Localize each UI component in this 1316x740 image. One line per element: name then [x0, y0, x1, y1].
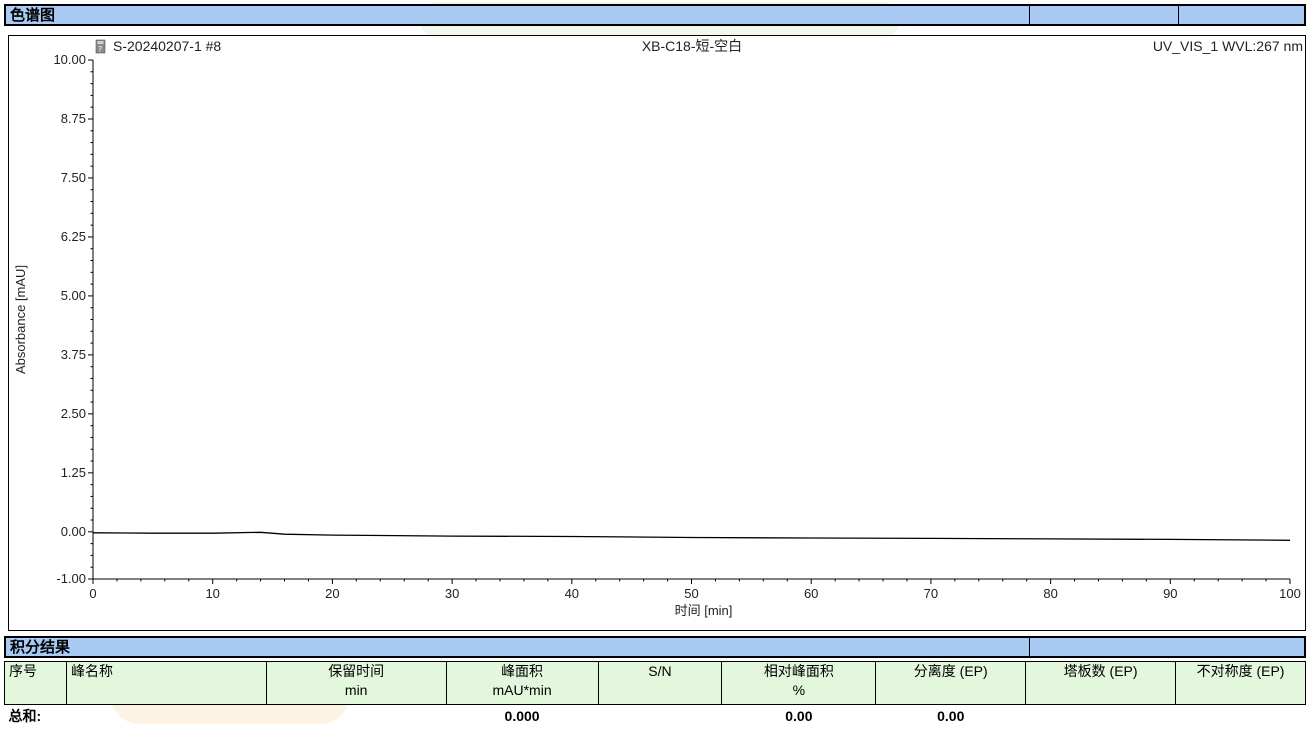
integration-header-bar: 积分结果 [4, 636, 1306, 658]
column-header: S/N [597, 661, 723, 705]
method-name: XB-C18-短-空白 [642, 38, 742, 54]
column-header: 塔板数 (EP) [1025, 661, 1177, 705]
column-header-label: 峰面积 [501, 663, 544, 679]
column-header-label: 不对称度 (EP) [1196, 663, 1285, 679]
chromatogram-header-bar: 色谱图 [4, 4, 1306, 26]
y-tick-label: 2.50 [61, 406, 86, 421]
y-tick-label: 1.25 [61, 465, 86, 480]
column-header-label: 序号 [9, 663, 37, 679]
column-header: 序号 [4, 661, 67, 705]
y-tick-label: 6.25 [61, 229, 86, 244]
y-axis-label: Absorbance [mAU] [13, 265, 28, 374]
axis-ticks [88, 59, 1291, 584]
sample-name: S-20240207-1 #8 [113, 38, 221, 54]
y-tick-label: -1.00 [56, 571, 86, 586]
x-tick-label: 100 [1279, 586, 1301, 601]
svg-text:?: ? [98, 45, 102, 54]
y-tick-label: 0.00 [61, 524, 86, 539]
x-tick-label: 50 [684, 586, 698, 601]
integration-section-title: 积分结果 [10, 638, 71, 656]
column-header: 峰名称 [65, 661, 267, 705]
summary-label: 总和: [8, 708, 42, 724]
x-tick-label: 80 [1043, 586, 1057, 601]
column-header-label: 分离度 (EP) [913, 663, 988, 679]
summary-row: 总和: 0.000 0.00 0.00 [5, 705, 1306, 728]
column-header: 峰面积 mAU*min [445, 661, 599, 705]
x-tick-label: 0 [89, 586, 96, 601]
chromatogram-panel: 10.00 8.75 7.50 6.25 5.00 3.75 2.50 1.25 0.00 -1.… [8, 35, 1306, 631]
summary-relative-area: 0.00 [785, 708, 813, 724]
header-cell [1029, 6, 1030, 24]
x-tick-label: 30 [445, 586, 459, 601]
column-header-label: 塔板数 (EP) [1063, 663, 1138, 679]
series-trace-line [92, 531, 1291, 541]
column-header: 不对称度 (EP) [1175, 661, 1306, 705]
x-tick-label: 60 [804, 586, 818, 601]
channel-label: UV_VIS_1 WVL:267 nm [1153, 38, 1303, 54]
plot-area [93, 60, 1290, 579]
x-tick-label: 70 [924, 586, 938, 601]
y-tick-label: 8.75 [61, 111, 86, 126]
column-header-label: 相对峰面积 [763, 663, 834, 679]
x-axis-label: 时间 [min] [675, 603, 733, 618]
x-tick-label: 90 [1163, 586, 1177, 601]
sample-icon: ? [95, 39, 106, 54]
column-header-label: 峰名称 [70, 663, 113, 679]
y-tick-label: 5.00 [61, 288, 86, 303]
column-header-unit: % [792, 682, 806, 698]
table-header-row: 序号 峰名称 保留时间 min 峰面积 mAU*min S/N 相对峰面积% 分离度… [4, 661, 1306, 705]
column-header-label: 保留时间 [328, 663, 385, 679]
column-header: 保留时间 min [265, 661, 447, 705]
summary-cell [1176, 705, 1306, 728]
header-cell [1029, 638, 1030, 656]
x-tick-label: 20 [325, 586, 339, 601]
x-tick-label: 40 [565, 586, 579, 601]
column-header: 相对峰面积% [721, 661, 877, 705]
header-cell [1178, 6, 1179, 24]
summary-peak-area: 0.000 [504, 708, 540, 724]
summary-cell [1026, 705, 1176, 728]
axis-labels: 10.00 8.75 7.50 6.25 5.00 3.75 2.50 1.25 0.00 -1.… [53, 52, 1300, 601]
summary-resolution: 0.00 [937, 708, 965, 724]
summary-cell [266, 705, 446, 728]
column-header-unit: mAU*min [492, 682, 552, 698]
x-tick-label: 10 [205, 586, 219, 601]
chromatogram-chart: 10.00 8.75 7.50 6.25 5.00 3.75 2.50 1.25 0.00 -1.… [13, 38, 1303, 618]
column-header: 分离度 (EP) [875, 661, 1027, 705]
y-tick-label: 10.00 [53, 52, 86, 67]
y-tick-label: 3.75 [61, 347, 86, 362]
integration-results-table: 序号 峰名称 保留时间 min 峰面积 mAU*min S/N 相对峰面积% 分离度… [4, 661, 1306, 727]
y-tick-label: 7.50 [61, 170, 86, 185]
chromatogram-section-title: 色谱图 [10, 6, 56, 24]
column-header-label: S/N [648, 663, 672, 679]
column-header-unit: min [344, 682, 368, 698]
summary-cell [598, 705, 722, 728]
